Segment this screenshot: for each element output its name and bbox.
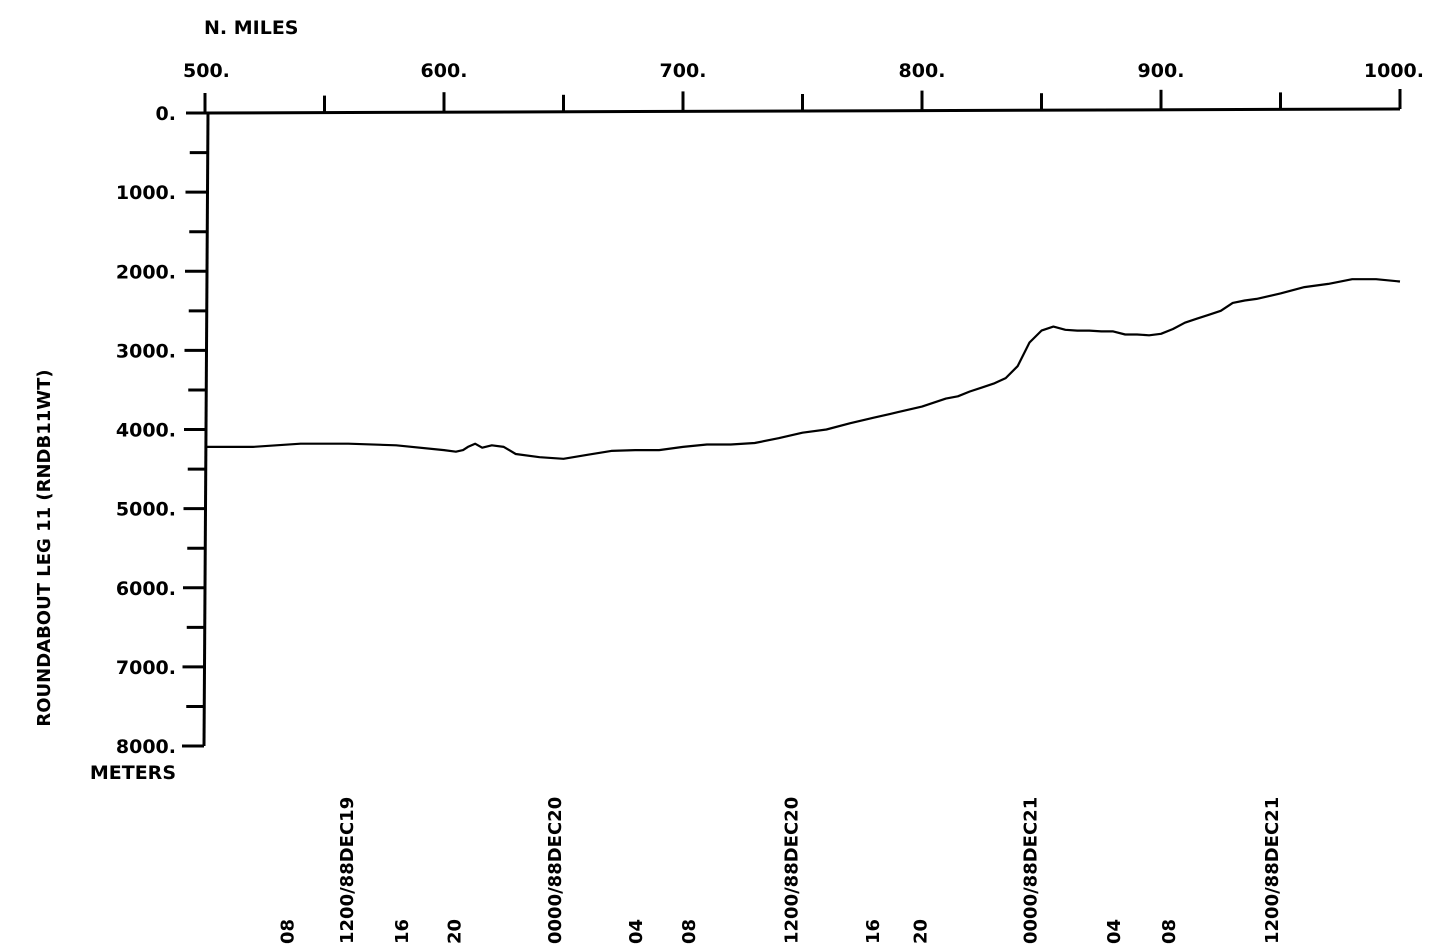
time-axis-label: 1200/88DEC21 — [1262, 797, 1283, 944]
top-axis-tick-label: 700. — [660, 60, 707, 82]
time-axis-label: 0000/88DEC20 — [545, 797, 566, 944]
time-axis-label: 20 — [445, 919, 466, 944]
time-axis-label: 16 — [863, 919, 884, 944]
time-axis-label: 16 — [392, 919, 413, 944]
y-axis-title: ROUNDABOUT LEG 11 (RNDB11WT) — [34, 369, 55, 726]
left-axis-tick-label: 3000. — [116, 340, 176, 362]
top-axis-tick-label: 600. — [421, 60, 468, 82]
top-axis: 500. 600. 700. 800. 900. 1000. — [183, 60, 1424, 115]
top-axis-unit-label: N. MILES — [204, 17, 298, 39]
top-axis-tick-label: 900. — [1138, 60, 1185, 82]
time-axis-label: 08 — [679, 919, 700, 944]
time-axis-label: 0000/88DEC21 — [1021, 797, 1042, 944]
left-axis-tick-label: 1000. — [116, 182, 176, 204]
time-axis-label: 04 — [1104, 919, 1125, 944]
left-axis-tick-label: 8000. — [116, 736, 176, 758]
left-axis-tick-label: 2000. — [116, 261, 176, 283]
top-axis-tick-label: 500. — [183, 60, 230, 82]
time-axis-label: 1200/88DEC20 — [782, 797, 803, 944]
depth-profile-line — [205, 278, 1401, 460]
left-axis-tick-label: 7000. — [116, 657, 176, 679]
left-axis-tick-label: 4000. — [116, 420, 176, 442]
left-axis-unit-label: METERS — [90, 762, 176, 784]
time-axis: 08 1200/88DEC19 16 20 0000/88DEC20 04 08 1200/8… — [277, 797, 1283, 944]
top-axis-tick-label: 800. — [899, 60, 946, 82]
left-axis-tick-label: 6000. — [116, 578, 176, 600]
time-axis-label: 20 — [911, 919, 932, 944]
left-axis-tick-label: 0. — [156, 103, 176, 125]
time-axis-label: 1200/88DEC19 — [337, 797, 358, 944]
time-axis-label: 08 — [1159, 919, 1180, 944]
left-axis-tick-label: 5000. — [116, 499, 176, 521]
time-axis-label: 08 — [277, 919, 298, 944]
plot-area — [205, 278, 1401, 460]
top-axis-tick-label: 1000. — [1364, 60, 1424, 82]
left-axis: 0. 1000. 2000. 3000. 4000. 5000. 6000. 7000. 800… — [116, 103, 210, 758]
time-axis-label: 04 — [626, 919, 647, 944]
